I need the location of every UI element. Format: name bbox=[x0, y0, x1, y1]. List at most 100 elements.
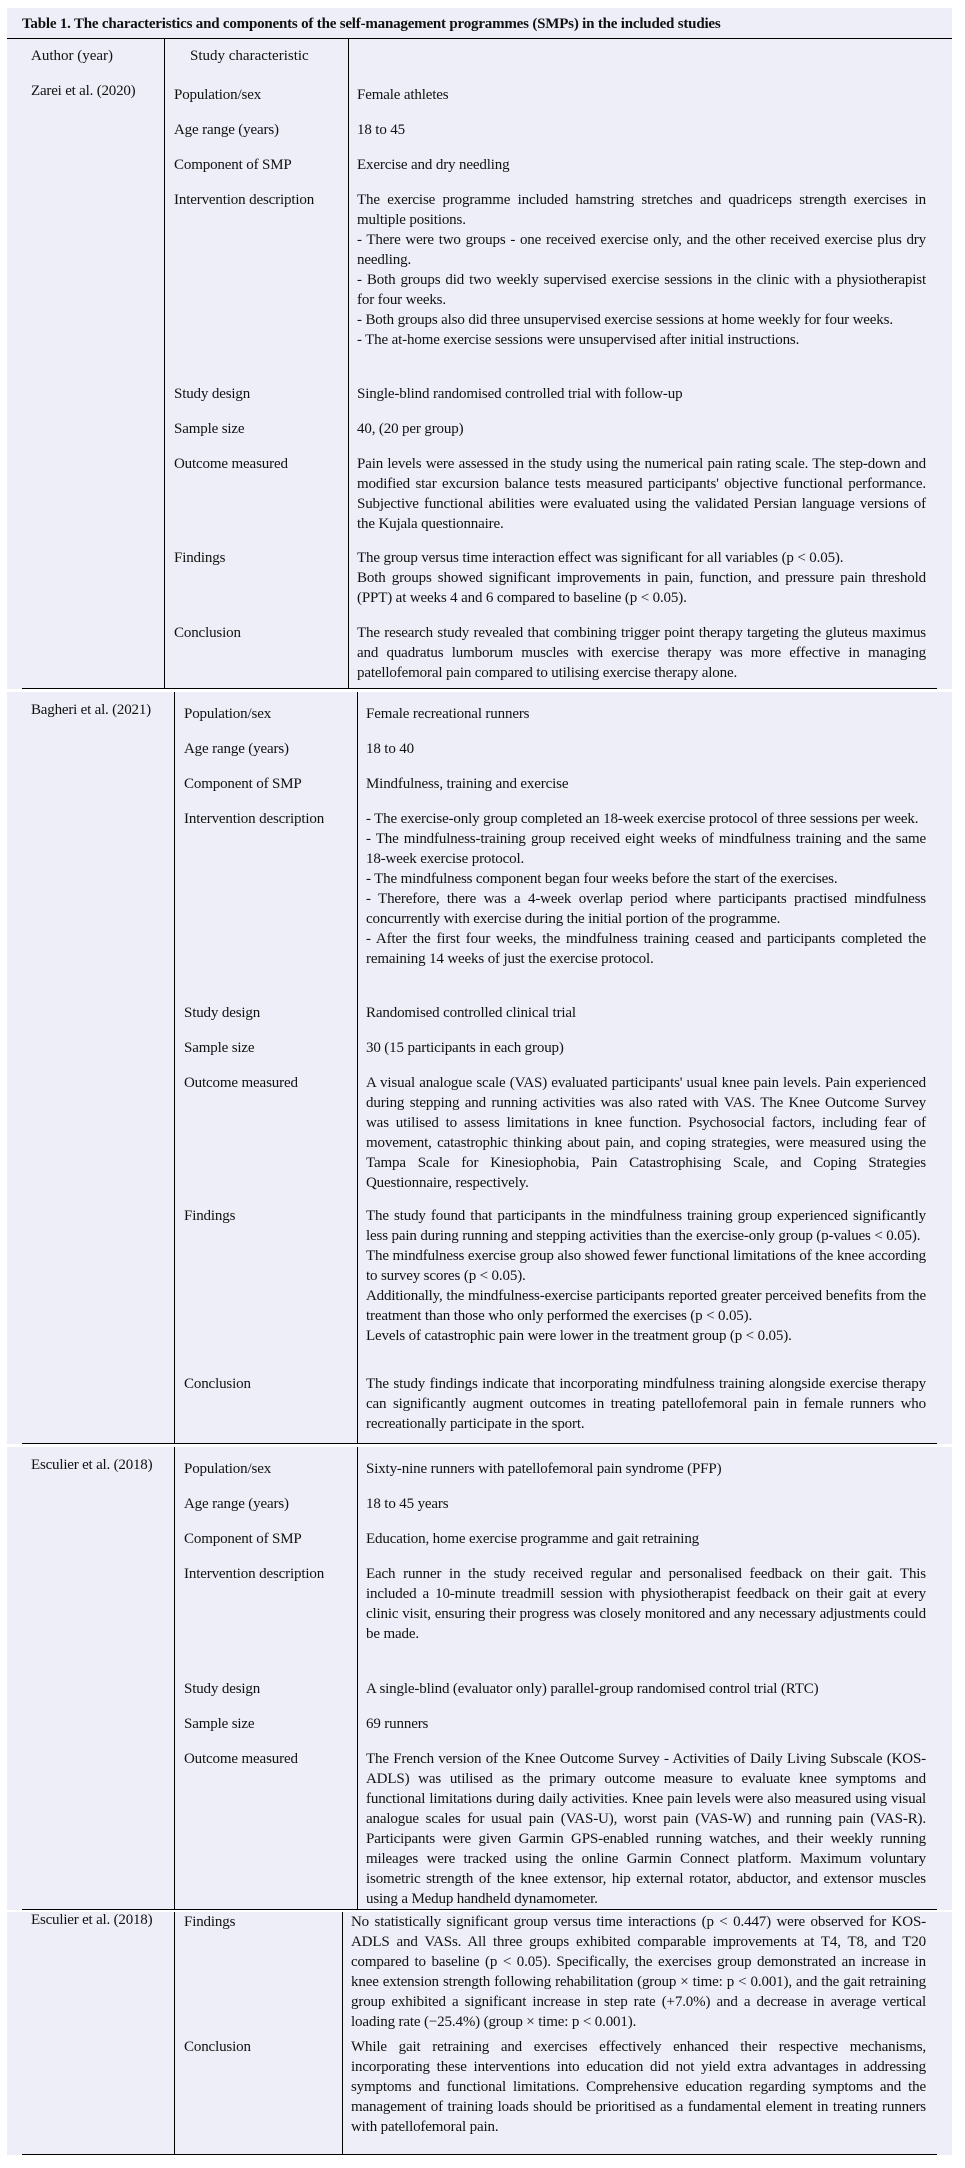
value-paragraph: Female recreational runners bbox=[366, 706, 530, 722]
characteristic-label: Study design bbox=[184, 1005, 261, 1021]
characteristic-value: Exercise and dry needling bbox=[357, 155, 926, 175]
value-paragraph: The study found that participants in the… bbox=[366, 1208, 926, 1244]
value-paragraph: A visual analogue scale (VAS) evaluated … bbox=[366, 1075, 926, 1191]
characteristic-value: 30 (15 participants in each group) bbox=[366, 1038, 926, 1058]
characteristic-value: A visual analogue scale (VAS) evaluated … bbox=[366, 1073, 926, 1193]
value-paragraph: 40, (20 per group) bbox=[357, 421, 464, 437]
block-rule bbox=[22, 1909, 937, 1910]
author-year: Zarei et al. (2020) bbox=[31, 83, 136, 99]
value-paragraph: Single-blind randomised controlled trial… bbox=[357, 386, 683, 402]
characteristic-value: 18 to 45 bbox=[357, 120, 926, 140]
value-paragraph: Sixty-nine runners with patellofemoral p… bbox=[366, 1461, 722, 1477]
value-paragraph: - Both groups also did three unsupervise… bbox=[357, 312, 893, 328]
characteristic-label: Sample size bbox=[174, 421, 245, 437]
characteristic-label: Outcome measured bbox=[174, 456, 288, 472]
characteristic-value: The group versus time interaction effect… bbox=[357, 548, 926, 608]
value-paragraph: The exercise programme included hamstrin… bbox=[357, 192, 926, 228]
value-paragraph: While gait retraining and exercises effe… bbox=[351, 2039, 926, 2135]
characteristic-label: Population/sex bbox=[184, 706, 272, 722]
characteristic-label: Component of SMP bbox=[184, 776, 302, 792]
characteristic-label: Findings bbox=[184, 1208, 236, 1224]
column-divider bbox=[348, 39, 349, 74]
characteristic-value: - The exercise-only group completed an 1… bbox=[366, 809, 926, 969]
value-paragraph: - The mindfulness-training group receive… bbox=[366, 831, 926, 867]
value-paragraph: 30 (15 participants in each group) bbox=[366, 1040, 564, 1056]
value-paragraph: Female athletes bbox=[357, 87, 449, 103]
value-paragraph: - Therefore, there was a 4-week overlap … bbox=[366, 891, 926, 927]
characteristic-value: The French version of the Knee Outcome S… bbox=[366, 1749, 926, 1909]
value-paragraph: - After the first four weeks, the mindfu… bbox=[366, 931, 926, 967]
characteristic-value: 18 to 40 bbox=[366, 739, 926, 759]
characteristic-label: Study design bbox=[184, 1681, 261, 1697]
block-rule bbox=[22, 2154, 937, 2155]
characteristic-value: 69 runners bbox=[366, 1714, 926, 1734]
characteristic-value: Each runner in the study received regula… bbox=[366, 1564, 926, 1644]
characteristic-value: The research study revealed that combini… bbox=[357, 623, 926, 683]
characteristic-value: 40, (20 per group) bbox=[357, 419, 926, 439]
characteristic-label: Outcome measured bbox=[184, 1751, 298, 1767]
value-paragraph: Pain levels were assessed in the study u… bbox=[357, 456, 926, 532]
table-header: Author (year) Study characteristic bbox=[7, 38, 952, 74]
block-rule bbox=[22, 1443, 937, 1444]
characteristic-value: A single-blind (evaluator only) parallel… bbox=[366, 1679, 926, 1699]
value-paragraph: - The mindfulness component began four w… bbox=[366, 871, 838, 887]
characteristic-label: Population/sex bbox=[174, 87, 262, 103]
characteristic-label: Intervention description bbox=[184, 1566, 325, 1582]
characteristic-value: While gait retraining and exercises effe… bbox=[351, 2037, 926, 2137]
study-block: Zarei et al. (2020) Population/sex Female … bbox=[7, 73, 952, 689]
table-title: Table 1. The characteristics and compone… bbox=[22, 16, 721, 32]
characteristic-value: The study found that participants in the… bbox=[366, 1206, 926, 1346]
column-divider bbox=[164, 73, 165, 689]
header-author-year: Author (year) bbox=[31, 48, 114, 64]
characteristic-label: Sample size bbox=[184, 1716, 255, 1732]
characteristic-value: No statistically significant group versu… bbox=[351, 1912, 926, 2032]
value-paragraph: The study findings indicate that incorpo… bbox=[366, 1376, 926, 1432]
author-year: Esculier et al. (2018) bbox=[31, 1912, 153, 1928]
characteristic-label: Age range (years) bbox=[174, 122, 279, 138]
characteristic-value: Single-blind randomised controlled trial… bbox=[357, 384, 926, 404]
characteristic-label: Conclusion bbox=[184, 1376, 251, 1392]
characteristic-value: Female athletes bbox=[357, 85, 926, 105]
characteristic-value: The study findings indicate that incorpo… bbox=[366, 1374, 926, 1434]
value-paragraph: - The exercise-only group completed an 1… bbox=[366, 811, 919, 827]
value-paragraph: Education, home exercise programme and g… bbox=[366, 1531, 700, 1547]
study-block: Esculier et al. (2018) Findings No statist… bbox=[7, 1912, 952, 2155]
characteristic-value: 18 to 45 years bbox=[366, 1494, 926, 1514]
study-block: Bagheri et al. (2021) Population/sex Femal… bbox=[7, 692, 952, 1444]
characteristic-label: Age range (years) bbox=[184, 741, 289, 757]
header-study-characteristic: Study characteristic bbox=[190, 48, 309, 64]
column-divider bbox=[348, 73, 349, 689]
characteristic-label: Study design bbox=[174, 386, 251, 402]
value-paragraph: The French version of the Knee Outcome S… bbox=[366, 1751, 926, 1907]
value-paragraph: Additionally, the mindfulness-exercise p… bbox=[366, 1288, 926, 1324]
characteristic-label: Sample size bbox=[184, 1040, 255, 1056]
value-paragraph: 18 to 40 bbox=[366, 741, 414, 757]
value-paragraph: Each runner in the study received regula… bbox=[366, 1566, 926, 1642]
value-paragraph: Randomised controlled clinical trial bbox=[366, 1005, 576, 1021]
column-divider bbox=[174, 1912, 175, 2155]
author-year: Bagheri et al. (2021) bbox=[31, 702, 151, 718]
characteristic-label: Age range (years) bbox=[184, 1496, 289, 1512]
characteristic-label: Population/sex bbox=[184, 1461, 272, 1477]
value-paragraph: The research study revealed that combini… bbox=[357, 625, 926, 681]
characteristic-label: Conclusion bbox=[184, 2039, 251, 2055]
characteristic-label: Findings bbox=[184, 1914, 236, 1930]
value-paragraph: Exercise and dry needling bbox=[357, 157, 510, 173]
characteristic-value: The exercise programme included hamstrin… bbox=[357, 190, 926, 350]
characteristic-value: Sixty-nine runners with patellofemoral p… bbox=[366, 1459, 926, 1479]
value-paragraph: The mindfulness exercise group also show… bbox=[366, 1248, 926, 1284]
characteristic-label: Intervention description bbox=[174, 192, 315, 208]
value-paragraph: Both groups showed significant improveme… bbox=[357, 570, 926, 606]
characteristic-label: Component of SMP bbox=[184, 1531, 302, 1547]
characteristic-value: Mindfulness, training and exercise bbox=[366, 774, 926, 794]
value-paragraph: No statistically significant group versu… bbox=[351, 1914, 926, 2030]
column-divider bbox=[342, 1912, 343, 2155]
value-paragraph: A single-blind (evaluator only) parallel… bbox=[366, 1681, 819, 1697]
characteristic-label: Component of SMP bbox=[174, 157, 292, 173]
column-divider bbox=[357, 692, 358, 1444]
characteristic-label: Outcome measured bbox=[184, 1075, 298, 1091]
characteristic-value: Education, home exercise programme and g… bbox=[366, 1529, 926, 1549]
value-paragraph: - The at-home exercise sessions were uns… bbox=[357, 332, 800, 348]
value-paragraph: - There were two groups - one received e… bbox=[357, 232, 926, 268]
value-paragraph: Mindfulness, training and exercise bbox=[366, 776, 569, 792]
